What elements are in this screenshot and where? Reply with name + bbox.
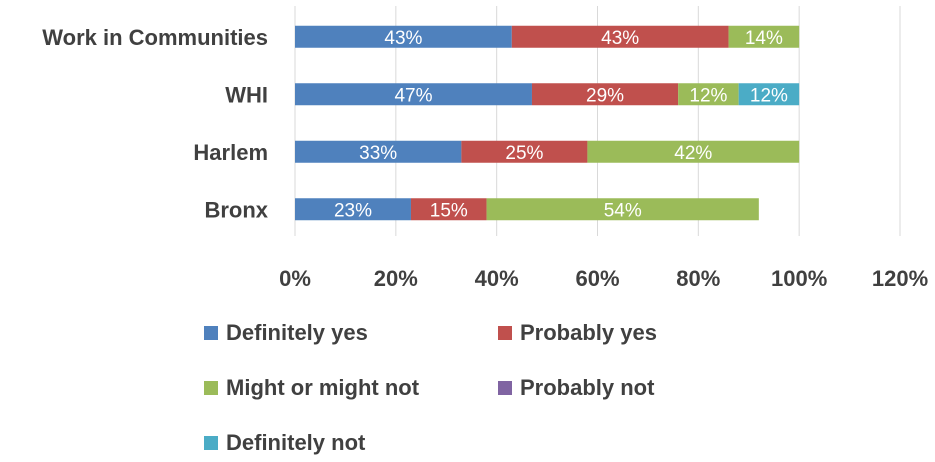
legend-item: Definitely not [204, 430, 365, 456]
legend-label: Probably not [520, 375, 655, 400]
category-labels: Work in Communities WHI Harlem Bronx [42, 25, 268, 223]
category-label: Work in Communities [42, 25, 268, 50]
bar-segment [295, 198, 411, 221]
bar-segment [295, 25, 512, 48]
x-tick-label: 120% [872, 266, 928, 291]
data-label: 33% [359, 143, 397, 164]
bar-segment [738, 83, 800, 106]
bar-segment [678, 83, 739, 106]
data-label: 54% [604, 200, 642, 221]
data-label: 47% [394, 85, 432, 106]
legend-swatch [204, 326, 218, 340]
data-label: 12% [750, 85, 788, 106]
bar-segment [461, 140, 588, 163]
data-label: 23% [334, 200, 372, 221]
category-label: Bronx [204, 197, 268, 222]
legend-item: Definitely yes [204, 320, 368, 346]
data-label: 29% [586, 85, 624, 106]
legend-item: Probably not [498, 375, 654, 401]
legend-swatch [204, 436, 218, 450]
bar-segment [295, 140, 462, 163]
legend-item: Might or might not [204, 375, 419, 401]
data-label: 15% [430, 200, 468, 221]
data-label: 25% [505, 143, 543, 164]
legend-label: Definitely yes [226, 320, 368, 345]
legend-item: Probably yes [498, 320, 657, 346]
x-tick-label: 40% [475, 266, 519, 291]
bar-segment [511, 25, 729, 48]
data-labels: 43% 43% 14% 47% 29% 12% 12% 33% 25% 42% 23% 15% 54% [334, 28, 788, 222]
data-label: 43% [384, 28, 422, 49]
legend-swatch [204, 381, 218, 395]
category-label: Harlem [193, 140, 268, 165]
legend-label: Might or might not [226, 375, 420, 400]
x-tick-label: 100% [771, 266, 827, 291]
x-tick-label: 60% [575, 266, 619, 291]
x-tick-label: 0% [279, 266, 311, 291]
x-tick-label: 20% [374, 266, 418, 291]
bar-segment [587, 140, 800, 163]
x-tick-label: 80% [676, 266, 720, 291]
category-label: WHI [225, 82, 268, 107]
legend-label: Definitely not [226, 430, 366, 455]
legend-label: Probably yes [520, 320, 657, 345]
bar-segment [295, 83, 532, 106]
data-label: 43% [601, 28, 639, 49]
legend-swatch [498, 326, 512, 340]
bar-segment [486, 198, 759, 221]
data-label: 14% [745, 28, 783, 49]
bar-segment [728, 25, 800, 48]
stacked-bar-chart: 43% 43% 14%47% 29% 12% 12%33% 25% 42%23% 15% 54% … [42, 6, 928, 291]
bars [295, 25, 800, 221]
data-label: 12% [689, 85, 727, 106]
bar-segment [410, 198, 487, 221]
x-tick-labels: 0% 20% 40% 60% 80% 100% 120% [279, 266, 928, 291]
data-label: 42% [674, 143, 712, 164]
legend-swatch [498, 381, 512, 395]
bar-segment [531, 83, 679, 106]
